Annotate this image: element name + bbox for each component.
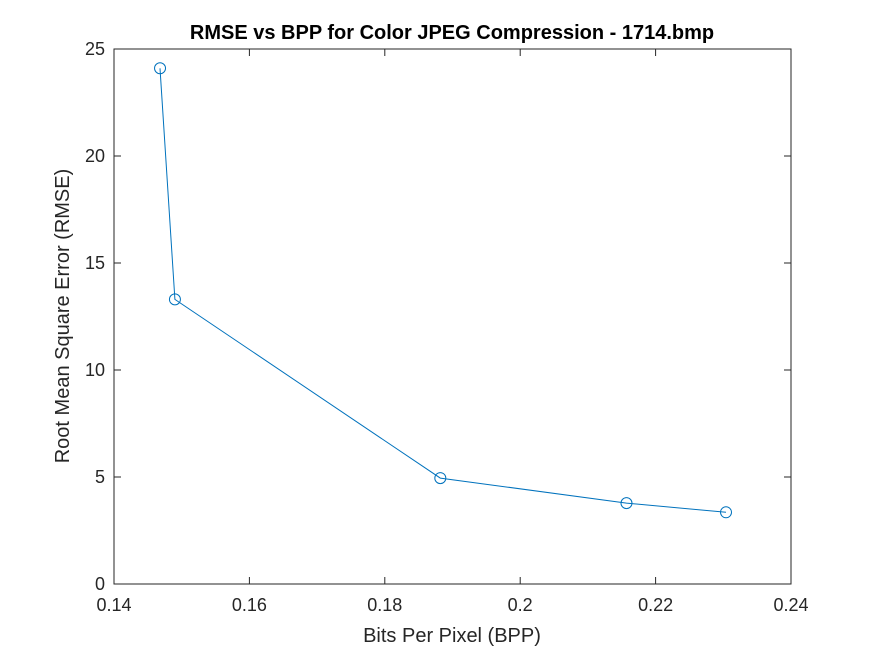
x-tick-label: 0.18 [367,595,402,615]
data-point-marker [720,506,733,519]
chart-title: RMSE vs BPP for Color JPEG Compression -… [190,22,714,44]
y-tick-label: 10 [85,360,105,380]
x-tick-label: 0.2 [508,595,533,615]
data-point-marker [154,62,167,75]
series-line [159,68,727,513]
data-point-marker [434,472,447,485]
y-tick-label: 20 [85,146,105,166]
axes-box [113,48,792,585]
data-point-marker [620,497,633,510]
x-tick-label: 0.14 [96,595,131,615]
y-axis-label: Root Mean Square Error (RMSE) [52,169,74,464]
y-tick-label: 5 [95,467,105,487]
x-tick-label: 0.22 [638,595,673,615]
y-tick-label: 0 [95,574,105,594]
data-point-marker [168,293,181,306]
tick-labels: 0.14 0.16 0.18 0.2 0.22 0.24 0 5 10 15 20 25 [85,39,809,615]
x-axis-label: Bits Per Pixel (BPP) [363,625,541,647]
y-tick-label: 25 [85,39,105,59]
series-group [154,62,733,519]
x-tick-label: 0.16 [232,595,267,615]
y-tick-label: 15 [85,253,105,273]
plot-area [114,49,791,584]
x-tick-label: 0.24 [773,595,808,615]
